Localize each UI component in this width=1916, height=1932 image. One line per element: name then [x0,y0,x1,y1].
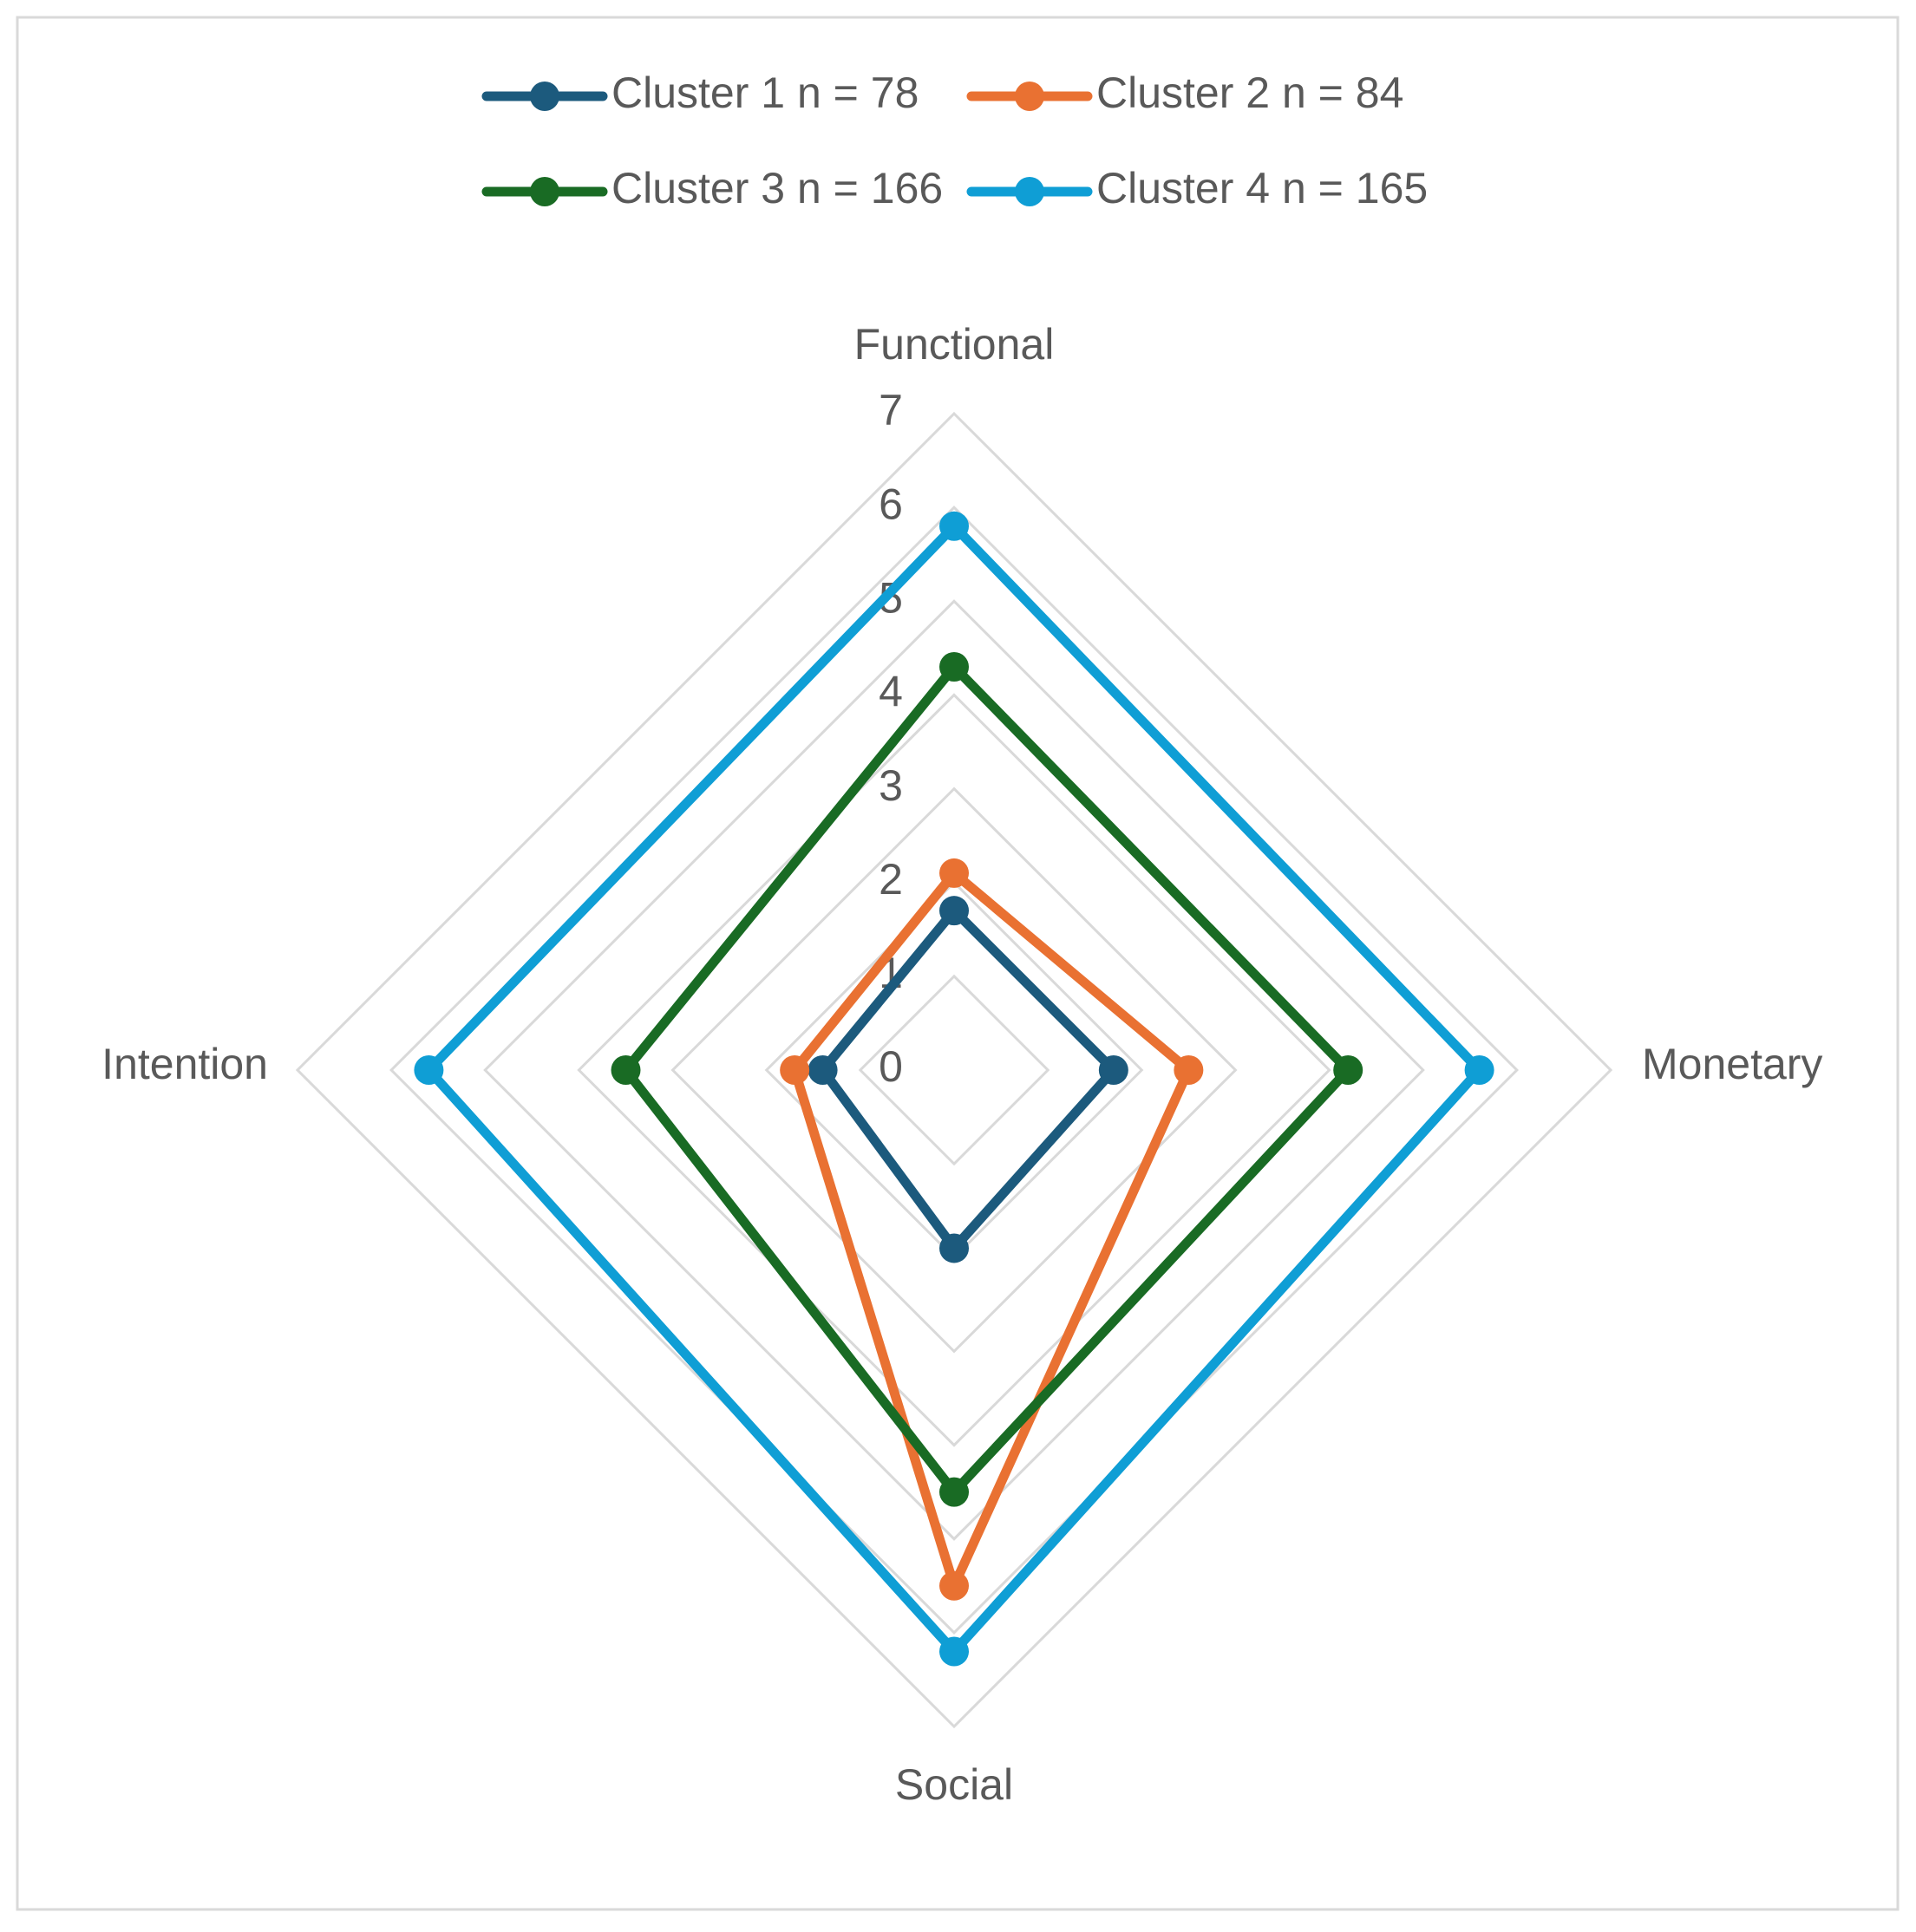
r-tick-label: 3 [879,761,903,810]
legend-label: Cluster 2 n = 84 [1096,69,1403,117]
legend-label: Cluster 3 n = 166 [611,164,943,212]
series-marker [939,896,969,926]
series-marker [939,1477,969,1507]
series-marker [780,1055,810,1085]
series-marker [939,511,969,541]
series-marker [1098,1055,1128,1085]
series-marker [1174,1055,1204,1085]
legend-label: Cluster 1 n = 78 [611,69,919,117]
grid-ring [295,411,1613,1729]
series-marker [939,1570,969,1601]
legend-label: Cluster 4 n = 165 [1096,164,1428,212]
legend-marker [530,177,559,206]
legend-marker [1015,82,1044,111]
category-label: Social [895,1760,1013,1809]
series-marker [939,1233,969,1263]
r-tick-label: 2 [879,855,903,904]
series-marker [1464,1055,1494,1085]
r-tick-label: 7 [879,386,903,434]
series-marker [414,1055,444,1085]
category-label: Functional [854,320,1055,369]
series-marker [1333,1055,1363,1085]
series-marker [939,651,969,682]
series-marker [808,1055,838,1085]
category-label: Intention [101,1040,268,1088]
legend-marker [530,82,559,111]
series-marker [939,1636,969,1667]
grid-ring [858,974,1050,1166]
grid-ring [483,599,1425,1541]
series-marker [939,858,969,888]
r-tick-label: 4 [879,668,903,716]
series-marker [611,1055,641,1085]
chart-frame [16,16,1900,1911]
r-tick-label: 0 [879,1042,903,1091]
grid-ring [577,693,1331,1447]
category-label: Monetary [1642,1040,1822,1088]
r-tick-label: 6 [879,480,903,528]
legend-marker [1015,177,1044,206]
grid-ring [389,506,1519,1635]
grid-ring [670,787,1238,1354]
